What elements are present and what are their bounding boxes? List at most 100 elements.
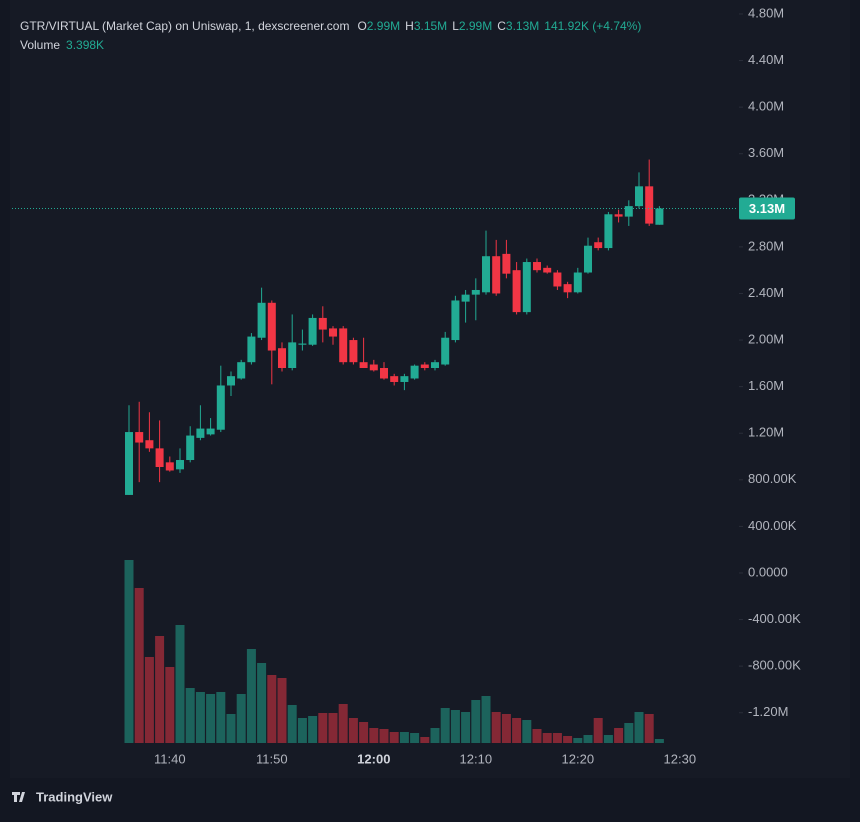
ohlc-key: L: [452, 19, 459, 33]
y-tick-label: 400.00K: [748, 518, 797, 533]
candle-body: [165, 462, 174, 471]
volume-bar: [522, 720, 532, 743]
candle: [635, 172, 643, 209]
volume-bar: [369, 728, 379, 743]
candle: [298, 329, 307, 351]
candle: [461, 289, 470, 323]
candle: [420, 362, 429, 371]
brand-logo: TradingView: [12, 789, 113, 804]
volume-bar: [593, 718, 603, 743]
y-tick-label: 2.40M: [748, 285, 784, 300]
candle: [492, 239, 501, 296]
candle: [176, 448, 184, 473]
candle: [216, 365, 225, 433]
volume-bar: [440, 708, 450, 743]
volume-bar: [175, 625, 185, 743]
volume-bar: [634, 712, 644, 743]
volume-bar: [185, 688, 195, 743]
candle-body: [400, 376, 409, 382]
candle: [155, 420, 164, 483]
candle: [451, 295, 460, 343]
candle-body: [624, 206, 633, 217]
volume-bar: [348, 718, 358, 743]
ohlc-key: C: [497, 19, 506, 33]
candle-body: [451, 300, 460, 341]
candle-body: [237, 362, 246, 379]
y-tick-label: 1.60M: [748, 378, 784, 393]
x-tick-label: 12:30: [664, 751, 697, 766]
volume-bar: [644, 714, 654, 743]
candle: [308, 314, 317, 346]
volume-bar: [430, 728, 440, 743]
candle: [369, 359, 378, 372]
volume-bar: [134, 588, 144, 743]
chart-title: GTR/VIRTUAL (Market Cap) on Uniswap, 1, …: [20, 19, 349, 33]
candle: [329, 326, 337, 345]
candle: [594, 237, 603, 251]
candle: [655, 206, 664, 225]
candle: [339, 326, 348, 365]
candle: [553, 270, 562, 290]
candle: [471, 278, 480, 321]
chart-pane: [10, 0, 850, 778]
candle: [165, 456, 174, 472]
volume-bar: [410, 733, 420, 743]
volume-legend: Volume 3.398K: [20, 38, 104, 52]
volume-bar: [318, 713, 328, 743]
candle: [267, 300, 276, 385]
x-tick-label: 12:00: [357, 751, 390, 766]
header: GTR/VIRTUAL (Market Cap) on Uniswap, 1, …: [20, 19, 641, 33]
volume-bar: [399, 732, 409, 743]
candle-body: [543, 267, 552, 273]
candle-body: [349, 340, 358, 363]
volume-bar: [216, 692, 226, 743]
candle-body: [441, 337, 450, 365]
volume-bar: [267, 675, 277, 743]
candle-body: [145, 440, 154, 449]
candle: [441, 331, 450, 366]
y-tick-label: 4.80M: [748, 5, 784, 20]
volume-bar: [603, 735, 613, 743]
volume-bar: [563, 736, 573, 743]
candle: [380, 362, 388, 380]
candle: [318, 306, 327, 343]
volume-last: 3.398K: [66, 38, 104, 52]
ohlc-value: 3.15M: [414, 19, 447, 33]
x-tick-label: 12:10: [460, 751, 493, 766]
candle-body: [369, 364, 378, 371]
candle: [512, 262, 521, 315]
logo-icon: [12, 792, 25, 802]
y-tick-label: -800.00K: [748, 658, 801, 673]
candle: [563, 281, 572, 299]
candle-body: [359, 362, 368, 369]
candle: [288, 314, 297, 371]
volume-bar: [491, 712, 501, 743]
volume-bar: [246, 649, 256, 743]
candle: [135, 401, 144, 483]
candle: [145, 412, 154, 452]
volume-bar: [552, 733, 562, 743]
ohlc-value: 2.99M: [459, 19, 492, 33]
volume-bar: [165, 667, 175, 743]
candle: [206, 418, 215, 436]
candle-body: [329, 328, 337, 337]
y-tick-label: 2.00M: [748, 331, 784, 346]
candle-body: [533, 262, 541, 271]
candle: [257, 287, 266, 341]
candle-body: [308, 317, 317, 345]
candle: [278, 342, 286, 372]
candle: [196, 405, 205, 441]
candle-body: [573, 272, 582, 293]
y-tick-label: 2.80M: [748, 238, 784, 253]
volume-bar: [124, 560, 134, 743]
candle: [533, 258, 541, 273]
candle-body: [461, 294, 470, 302]
candle-body: [176, 460, 184, 470]
candle-body: [267, 302, 276, 351]
candle: [237, 359, 246, 380]
ohlc-value: 3.13M: [506, 19, 539, 33]
y-tick-label: 800.00K: [748, 471, 797, 486]
y-tick-label: 0.0000: [748, 564, 788, 579]
